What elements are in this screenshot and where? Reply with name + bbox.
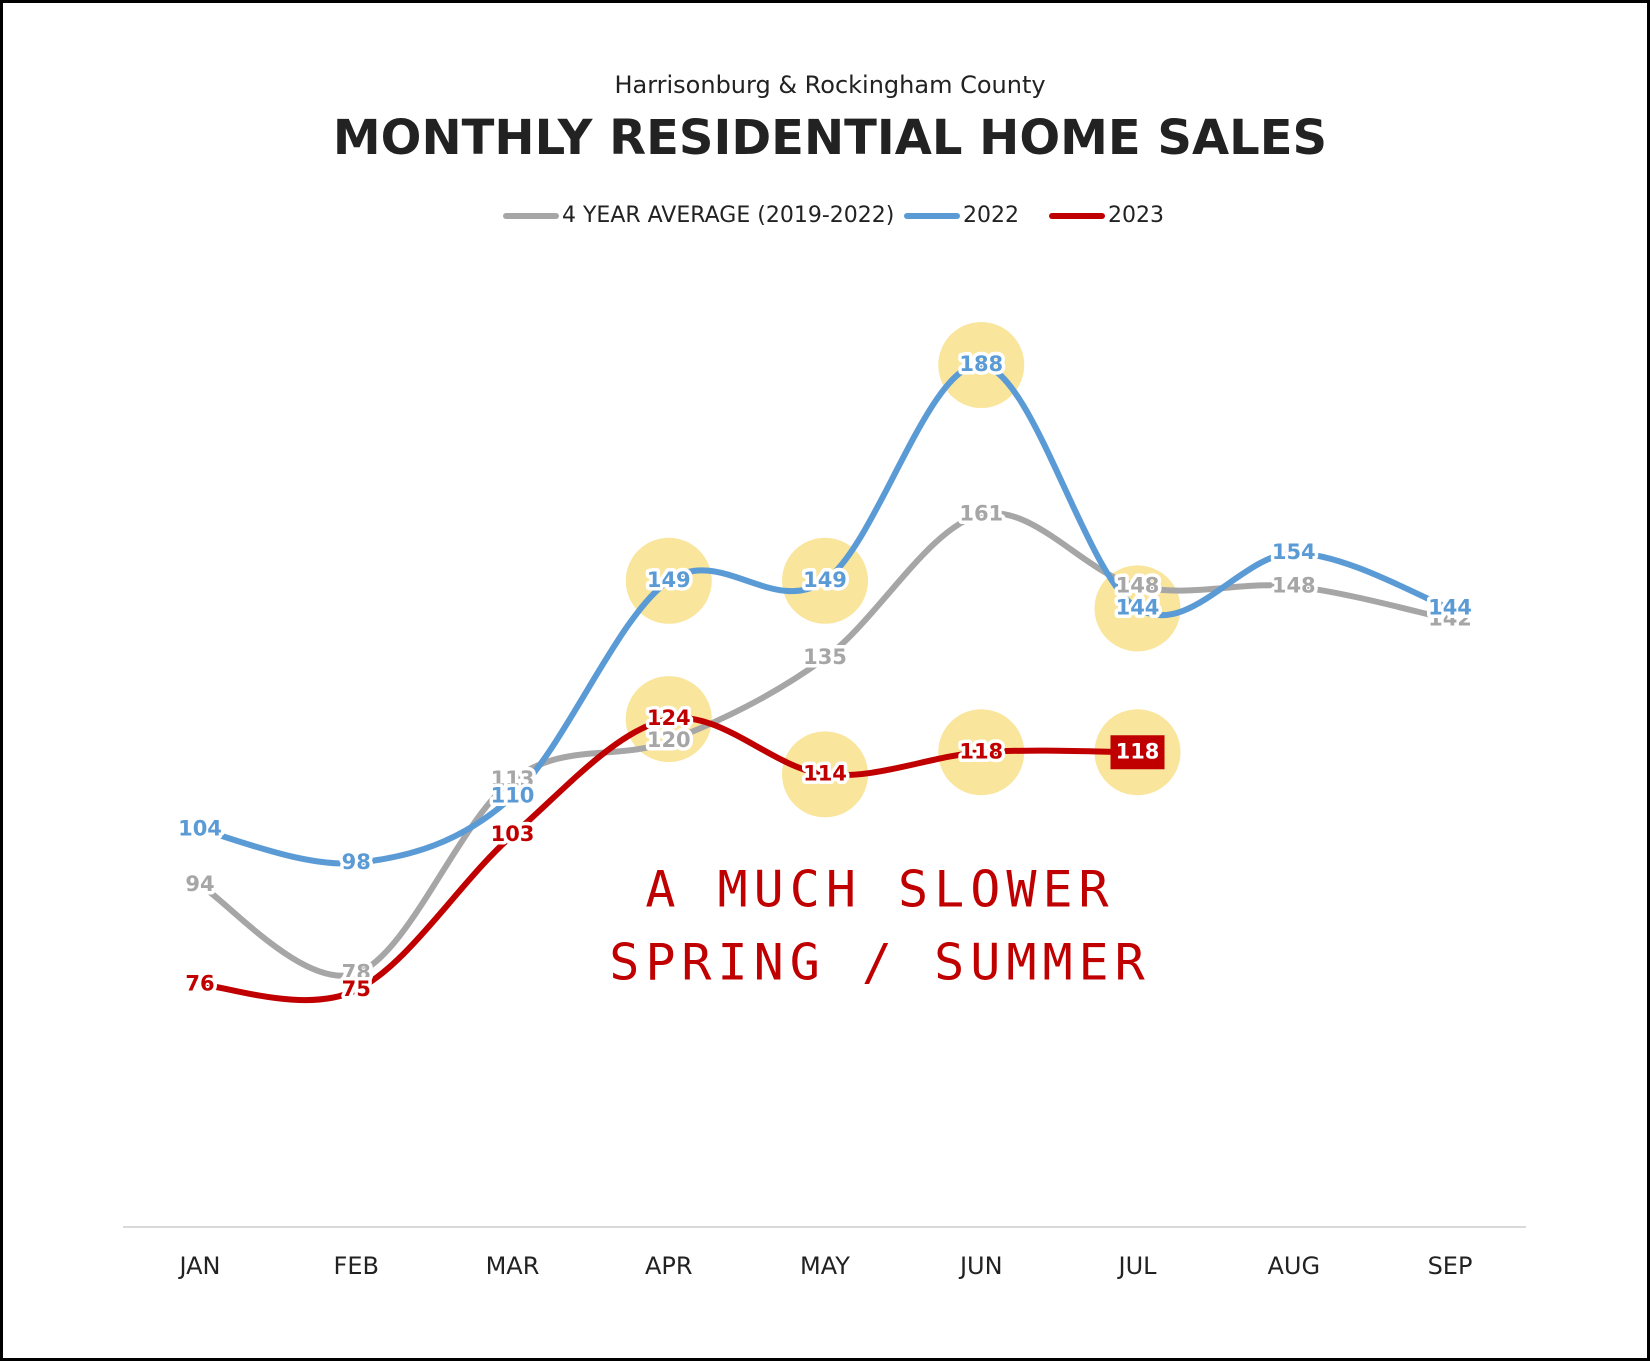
data-label: 135 — [803, 645, 847, 669]
data-label: 103 — [491, 822, 535, 846]
data-label: 76 — [185, 972, 214, 996]
data-label: 110 — [491, 784, 535, 808]
data-label: 161 — [959, 501, 1003, 525]
data-label: 144 — [1116, 595, 1160, 619]
legend-label: 4 YEAR AVERAGE (2019-2022) — [562, 203, 894, 228]
x-tick-label: APR — [645, 1252, 693, 1280]
annotation: SPRING / SUMMER — [609, 934, 1151, 992]
data-label: 114 — [803, 761, 847, 785]
x-tick-label: FEB — [334, 1252, 379, 1280]
data-label: 113 — [491, 767, 535, 791]
x-tick-label: JUL — [1116, 1252, 1157, 1280]
x-tick-label: MAY — [800, 1252, 850, 1280]
x-tick-label: MAR — [486, 1252, 540, 1280]
x-tick-label: JUN — [958, 1252, 1003, 1280]
annotation: A MUCH SLOWER — [645, 861, 1114, 919]
data-label: 78 — [342, 961, 371, 985]
data-label: 149 — [803, 568, 847, 592]
data-label: 148 — [1272, 573, 1316, 597]
legend-label: 2022 — [963, 203, 1019, 228]
data-label: 98 — [342, 850, 371, 874]
chart-subtitle: Harrisonburg & Rockingham County — [614, 71, 1045, 99]
label-box — [1110, 735, 1165, 770]
lines — [197, 362, 1453, 1004]
x-tick-label: JAN — [177, 1252, 220, 1280]
data-label: 154 — [1272, 540, 1316, 564]
legend-label: 2023 — [1108, 203, 1164, 228]
data-label: 104 — [178, 817, 222, 841]
data-label: 148 — [1116, 573, 1160, 597]
x-tick-label: AUG — [1267, 1252, 1320, 1280]
data-label: 124 — [647, 706, 691, 730]
data-label: 144 — [1428, 595, 1472, 619]
data-label: 118 — [959, 739, 1003, 763]
series-line — [197, 714, 1141, 1004]
data-label: 188 — [959, 352, 1003, 376]
labels: 94 78 113 120 135 161 148 148 142 104 98 110 149 149 1… — [175, 349, 1476, 1005]
data-label: 142 — [1428, 606, 1472, 630]
x-tick-label: SEP — [1428, 1252, 1473, 1280]
data-label: 94 — [185, 872, 214, 896]
data-label: 118 — [1116, 739, 1160, 763]
chart-title: MONTHLY RESIDENTIAL HOME SALES — [333, 110, 1327, 166]
data-label: 120 — [647, 728, 691, 752]
data-label: 149 — [647, 568, 691, 592]
series-line — [197, 362, 1453, 867]
data-label: 75 — [342, 977, 371, 1001]
